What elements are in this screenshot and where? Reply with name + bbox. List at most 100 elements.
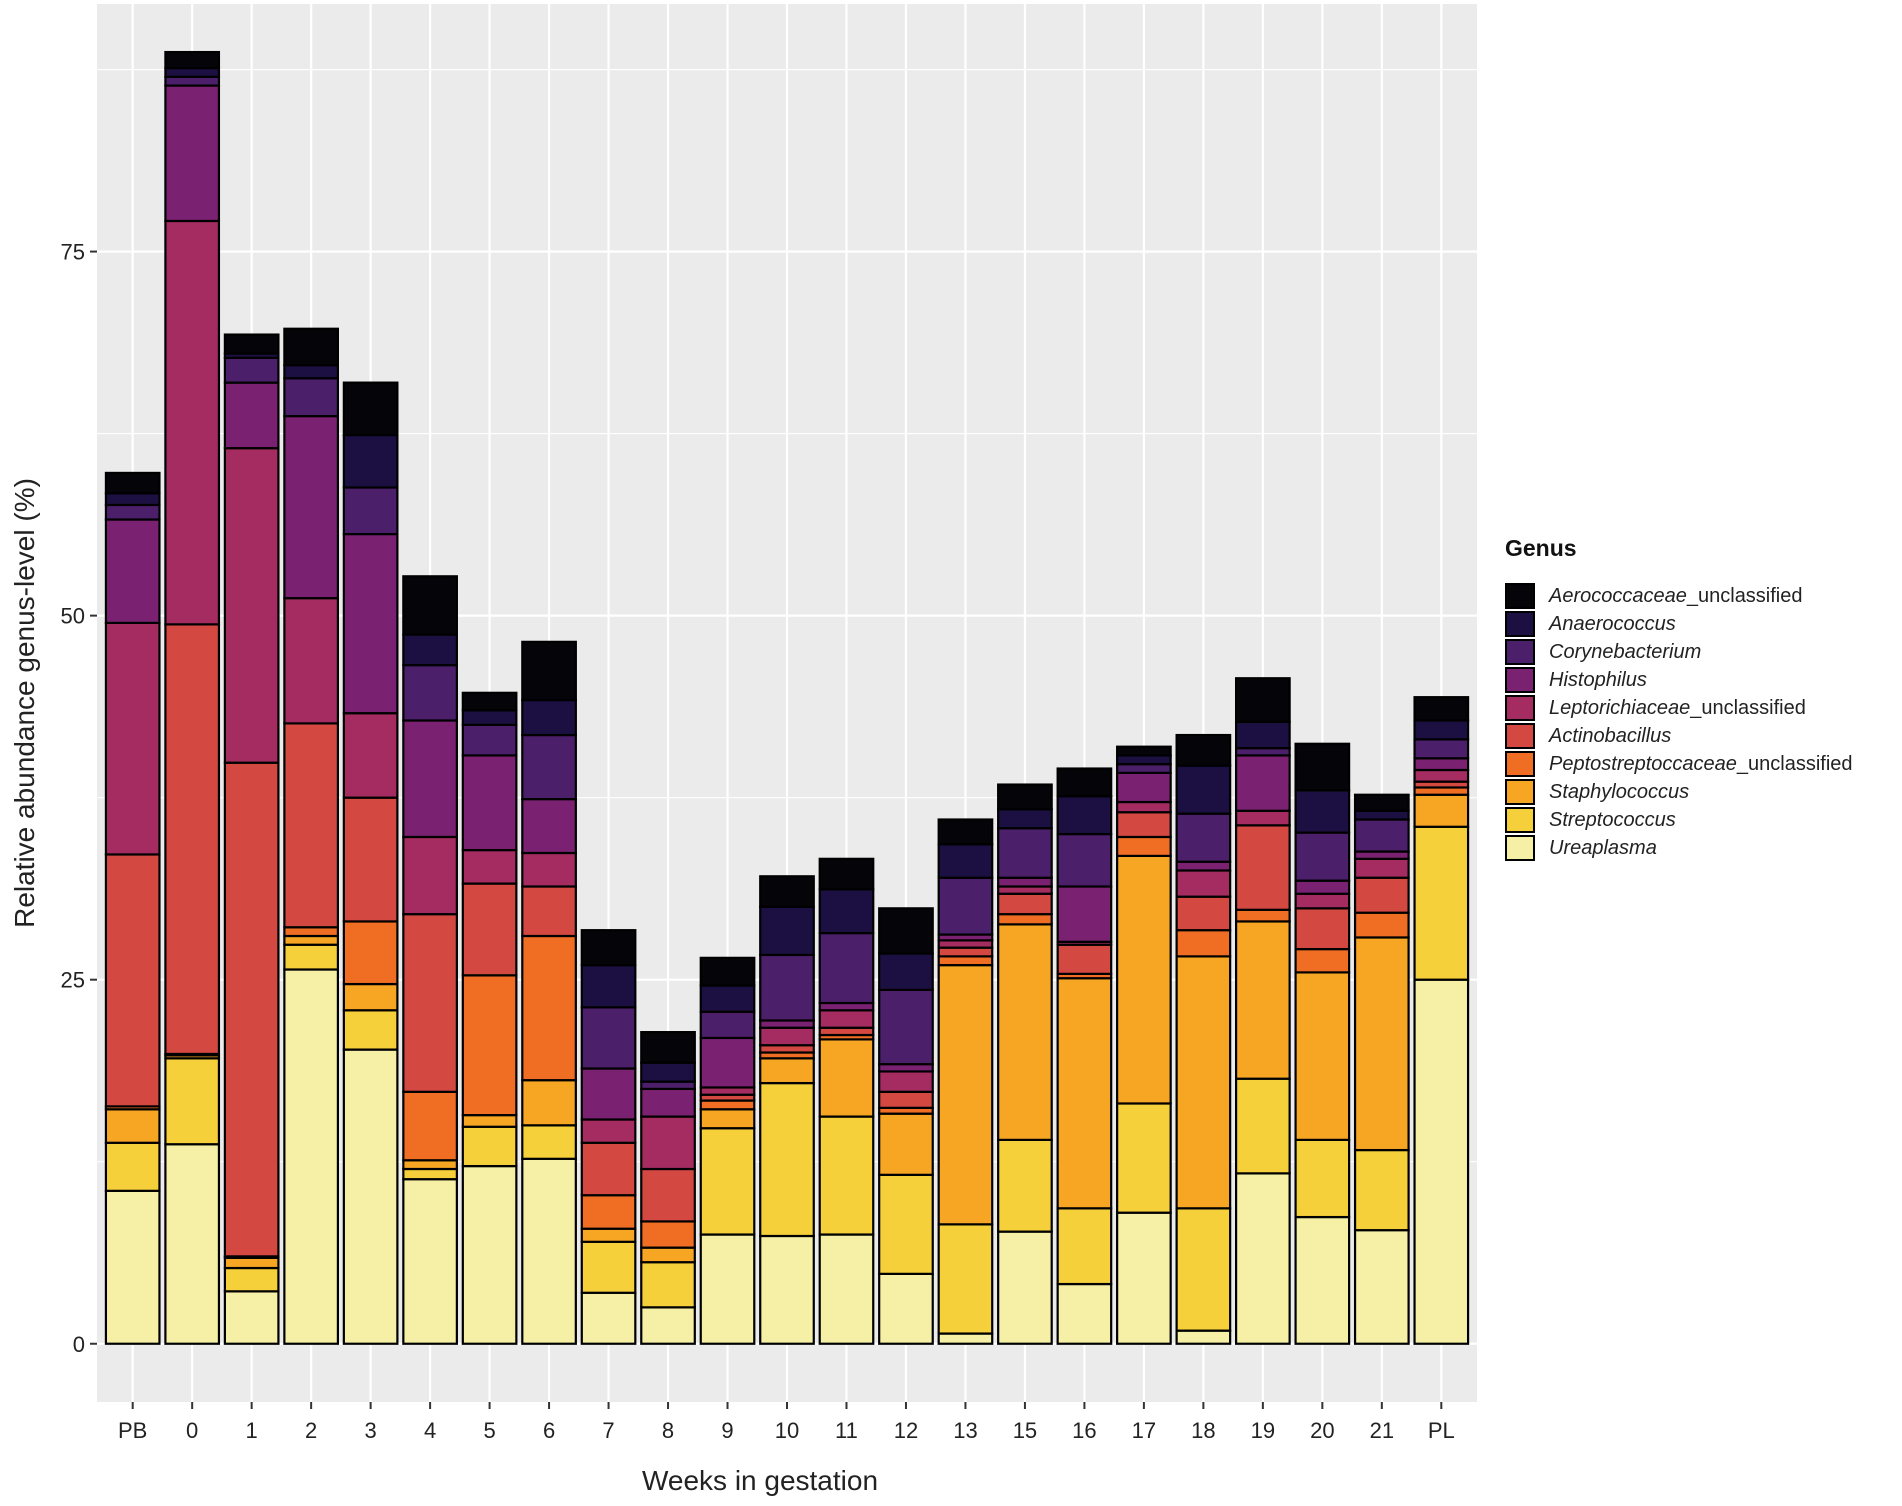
legend-swatch xyxy=(1505,667,1535,693)
legend-item: Streptococcus xyxy=(1505,806,1895,834)
bar-segment xyxy=(937,955,994,967)
bar-segment xyxy=(878,907,934,955)
bar-segment xyxy=(1413,978,1470,1345)
bar-segment xyxy=(878,1112,934,1176)
legend-label: Streptococcus xyxy=(1549,809,1676,832)
bar-segment xyxy=(164,219,221,626)
x-tick-label: 17 xyxy=(1132,1418,1156,1443)
bar-segment xyxy=(1353,818,1410,853)
bar-segment xyxy=(699,956,756,987)
bar-segment xyxy=(1353,1148,1410,1232)
x-tick-label: 3 xyxy=(364,1418,376,1443)
bar-segment xyxy=(283,597,340,725)
legend-swatch xyxy=(1505,639,1535,665)
bar-segment xyxy=(997,827,1053,879)
bar-segment xyxy=(104,492,161,507)
bar-segment xyxy=(521,934,577,1082)
bar-segment xyxy=(223,447,280,764)
x-axis-title: Weeks in gestation xyxy=(642,1465,878,1496)
bar-segment xyxy=(580,1141,637,1197)
bar-segment xyxy=(759,905,815,957)
bar-segment xyxy=(461,882,518,977)
bar-segment xyxy=(164,623,221,1056)
bar-segment xyxy=(818,931,875,1005)
x-tick-label: 18 xyxy=(1191,1418,1215,1443)
bar-segment xyxy=(580,1240,637,1294)
legend-swatch xyxy=(1505,583,1535,609)
bar-stack-20 xyxy=(1294,742,1351,1345)
bar-segment xyxy=(104,518,161,625)
y-axis-title: Relative abundance genus-level (%) xyxy=(9,478,40,928)
bar-segment xyxy=(342,381,399,437)
bar-segment xyxy=(223,381,280,450)
bar-segment xyxy=(1413,719,1470,741)
x-tick-label: 2 xyxy=(305,1418,317,1443)
bar-segment xyxy=(1116,1102,1172,1214)
bar-segment xyxy=(342,433,399,489)
bar-segment xyxy=(1294,879,1351,895)
bar-segment xyxy=(521,733,577,801)
bar-segment xyxy=(1294,907,1351,951)
bar-segment xyxy=(164,1143,221,1345)
bar-segment xyxy=(283,364,340,380)
bar-segment xyxy=(878,952,934,991)
bar-segment xyxy=(521,1124,577,1160)
bar-segment xyxy=(1116,763,1172,774)
legend-label-genus: Anaerococcus xyxy=(1549,612,1676,635)
bar-segment xyxy=(937,946,994,958)
bar-segment xyxy=(1413,757,1470,772)
bar-segment xyxy=(342,920,399,986)
legend-label: Peptostreptoccaceae_unclassified xyxy=(1549,753,1853,776)
bar-segment xyxy=(997,923,1053,1141)
x-tick-label: PB xyxy=(118,1418,147,1443)
bar-segment xyxy=(164,75,221,87)
x-tick-label: 6 xyxy=(543,1418,555,1443)
legend-label: Anaerococcus xyxy=(1549,613,1676,636)
legend-label-genus: Leptorichiaceae xyxy=(1549,696,1691,719)
bar-segment xyxy=(1413,738,1470,760)
bar-segment xyxy=(1116,771,1172,804)
bar-segment xyxy=(1056,943,1113,975)
x-tick-label: 4 xyxy=(424,1418,436,1443)
bar-segment xyxy=(1294,1215,1351,1345)
legend-swatch xyxy=(1505,807,1535,833)
bar-stack-12 xyxy=(878,907,934,1345)
bar-segment xyxy=(223,1256,280,1270)
x-tick-label: 11 xyxy=(835,1418,858,1443)
bar-segment xyxy=(402,1167,458,1181)
bar-segment xyxy=(580,1118,637,1144)
bar-segment xyxy=(402,1090,458,1162)
x-tick-label: 12 xyxy=(894,1418,918,1443)
bar-stack-PL xyxy=(1413,696,1470,1345)
y-tick-label: 0 xyxy=(73,1332,85,1357)
bar-segment xyxy=(1056,767,1113,798)
bar-segment xyxy=(1234,920,1291,1080)
legend-item: Leptorichiaceae_unclassified xyxy=(1505,694,1895,722)
bar-stack-8 xyxy=(640,1031,696,1345)
bar-segment xyxy=(580,1227,637,1243)
bar-segment xyxy=(1294,831,1351,882)
bar-segment xyxy=(342,796,399,923)
legend-label: Aerococcaceae_unclassified xyxy=(1549,585,1803,608)
bar-segment xyxy=(521,885,577,938)
bar-stack-2 xyxy=(283,327,340,1345)
bar-segment xyxy=(759,1081,815,1238)
x-tick-label: PL xyxy=(1428,1418,1455,1443)
bar-segment xyxy=(699,984,756,1013)
bar-segment xyxy=(521,640,577,702)
bar-segment xyxy=(283,327,340,367)
x-tick-label: 13 xyxy=(953,1418,977,1443)
bar-segment xyxy=(223,1290,280,1345)
bar-segment xyxy=(461,1164,518,1345)
y-tick-label: 25 xyxy=(61,968,85,993)
legend-label-suffix: _unclassified xyxy=(1686,584,1803,607)
bar-stack-19 xyxy=(1234,677,1291,1345)
bar-segment xyxy=(997,913,1053,926)
bar-segment xyxy=(640,1087,696,1118)
bar-segment xyxy=(1175,860,1232,872)
bar-segment xyxy=(1175,764,1232,815)
bar-stack-16 xyxy=(1056,767,1113,1345)
x-tick-label: 15 xyxy=(1013,1418,1037,1443)
bar-segment xyxy=(1294,789,1351,834)
bar-segment xyxy=(1116,754,1172,766)
